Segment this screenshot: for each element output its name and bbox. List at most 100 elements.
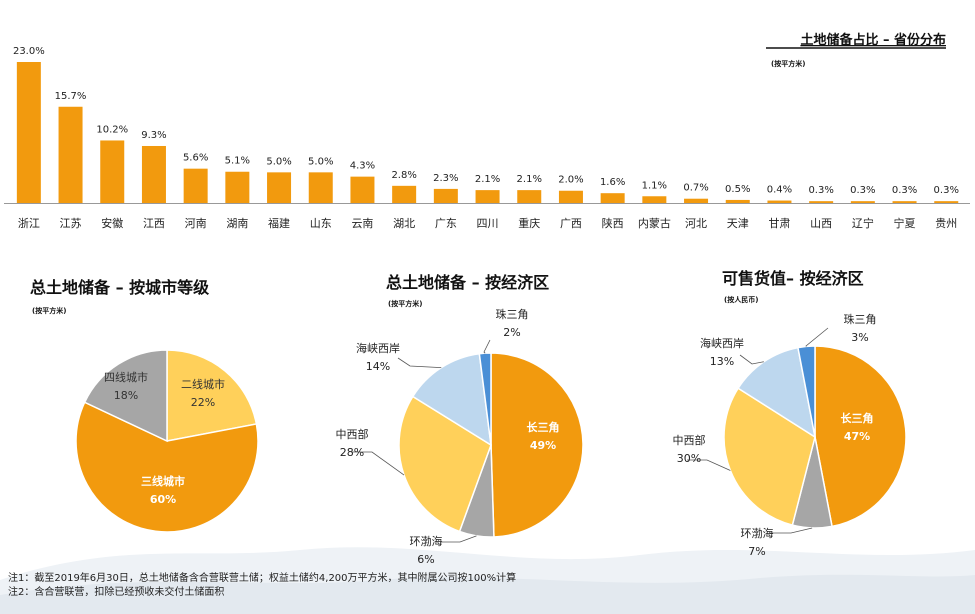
- bar-value-label: 2.0%: [558, 175, 583, 186]
- bar-湖北: [392, 185, 417, 203]
- bar-value-label: 23.0%: [13, 46, 45, 57]
- footnote-2: 注2：含合营联营，扣除已经预收未交付土储面积: [8, 587, 225, 598]
- bar-value-label: 1.1%: [642, 180, 667, 191]
- bar-category-label: 重庆: [518, 216, 540, 230]
- pie-chart-subtitle: (按人民币): [724, 295, 758, 304]
- pie-slice-label: 环渤海: [741, 526, 774, 540]
- bar-湖南: [225, 171, 250, 203]
- pie-leader-line: [770, 527, 813, 534]
- pie-slice-label: 三线城市: [141, 474, 185, 488]
- pie-slice-value: 18%: [114, 389, 138, 402]
- bar-category-label: 云南: [351, 217, 373, 230]
- pie-chart-title: 可售货值– 按经济区: [722, 269, 864, 288]
- bar-category-label: 山西: [810, 217, 832, 230]
- bar-山东: [308, 172, 333, 203]
- bar-chart-title: 土地储备占比 – 省份分布: [800, 32, 946, 48]
- pie-slice-value: 13%: [710, 355, 734, 368]
- bar-value-label: 2.3%: [433, 173, 458, 184]
- bar-value-label: 0.7%: [683, 183, 708, 194]
- bar-安徽: [100, 140, 125, 203]
- bar-陕西: [600, 193, 625, 203]
- bar-福建: [267, 172, 292, 203]
- bar-云南: [350, 176, 375, 203]
- bar-河南: [183, 168, 208, 203]
- bar-value-label: 10.2%: [96, 124, 128, 135]
- bar-value-label: 1.6%: [600, 177, 625, 188]
- bar-category-label: 江西: [143, 217, 165, 230]
- bar-value-label: 9.3%: [141, 130, 166, 141]
- bar-辽宁: [850, 201, 875, 203]
- bar-category-label: 陕西: [602, 216, 624, 230]
- pie-leader-line: [440, 535, 477, 543]
- pie-slice-value: 7%: [748, 545, 765, 558]
- pie-slice-value: 60%: [150, 493, 176, 506]
- pie-leader-line: [483, 339, 491, 354]
- bar-value-label: 0.5%: [725, 184, 750, 195]
- pie-slice-label: 环渤海: [410, 534, 443, 548]
- pie-slice-label: 中西部: [336, 427, 369, 441]
- bar-category-label: 浙江: [18, 217, 40, 230]
- bar-天津: [725, 199, 750, 203]
- pie-leader-line: [805, 327, 829, 347]
- bar-贵州: [934, 201, 959, 203]
- bar-category-label: 四川: [477, 217, 499, 230]
- bar-value-label: 15.7%: [55, 91, 87, 102]
- bar-value-label: 0.3%: [850, 185, 875, 196]
- bar-value-label: 4.3%: [350, 161, 375, 172]
- pie-slice-value: 3%: [851, 331, 868, 344]
- pie-slice-label: 二线城市: [181, 377, 225, 391]
- bar-category-label: 河北: [685, 217, 707, 230]
- pie-leader-line: [397, 357, 442, 369]
- bar-value-label: 0.3%: [808, 185, 833, 196]
- bar-category-label: 安徽: [101, 216, 123, 230]
- pie-slice-value: 49%: [530, 439, 556, 452]
- bar-category-label: 辽宁: [852, 216, 874, 230]
- bar-category-label: 湖北: [393, 217, 415, 230]
- bar-category-label: 广西: [560, 217, 582, 230]
- bar-category-label: 甘肃: [768, 217, 790, 230]
- bar-value-label: 5.6%: [183, 153, 208, 164]
- bar-江苏: [58, 106, 83, 203]
- bar-value-label: 5.0%: [308, 156, 333, 167]
- bar-category-label: 山东: [310, 217, 332, 230]
- bar-category-label: 贵州: [935, 217, 957, 230]
- bar-category-label: 江苏: [60, 217, 82, 230]
- pie-slice-value: 47%: [844, 430, 870, 443]
- pie-slice-中西部: [723, 387, 816, 527]
- bar-value-label: 5.1%: [225, 156, 250, 167]
- background-mountain-decoration: [0, 547, 975, 614]
- bar-重庆: [517, 190, 542, 203]
- bar-广西: [558, 190, 583, 203]
- pie-slice-label: 中西部: [673, 433, 706, 447]
- pie-slice-二线城市: [166, 349, 258, 442]
- pie-slice-label: 四线城市: [104, 370, 148, 384]
- bar-category-label: 内蒙古: [638, 216, 671, 230]
- pie-leader-line: [687, 459, 731, 471]
- pie-slice-label: 长三角: [527, 420, 560, 434]
- bar-category-label: 天津: [727, 217, 749, 230]
- bar-广东: [433, 188, 458, 203]
- pie-slice-长三角: [490, 352, 584, 538]
- bar-chart-subtitle: (按平方米): [771, 59, 805, 68]
- pie-leader-line: [352, 451, 405, 476]
- pie-chart-title: 总土地储备 – 按城市等级: [30, 278, 210, 297]
- pie-slice-value: 28%: [340, 446, 364, 459]
- pie-slice-四线城市: [83, 349, 168, 443]
- bar-category-label: 宁夏: [894, 216, 916, 230]
- bar-河北: [684, 198, 709, 203]
- bar-四川: [475, 190, 500, 203]
- pie-slice-中西部: [398, 395, 492, 533]
- bar-value-label: 5.0%: [266, 156, 291, 167]
- bar-value-label: 2.8%: [391, 170, 416, 181]
- bar-浙江: [16, 62, 41, 203]
- pie-slice-label: 海峡西岸: [356, 341, 400, 355]
- bar-category-label: 河南: [185, 217, 207, 230]
- bar-value-label: 0.3%: [892, 185, 917, 196]
- bar-宁夏: [892, 201, 917, 203]
- bar-江西: [141, 145, 166, 203]
- pie-slice-三线城市: [75, 401, 259, 533]
- pie-slice-value: 14%: [366, 360, 390, 373]
- pie-slice-label: 长三角: [841, 411, 874, 425]
- bar-甘肃: [767, 200, 792, 203]
- pie-slice-label: 海峡西岸: [700, 336, 744, 350]
